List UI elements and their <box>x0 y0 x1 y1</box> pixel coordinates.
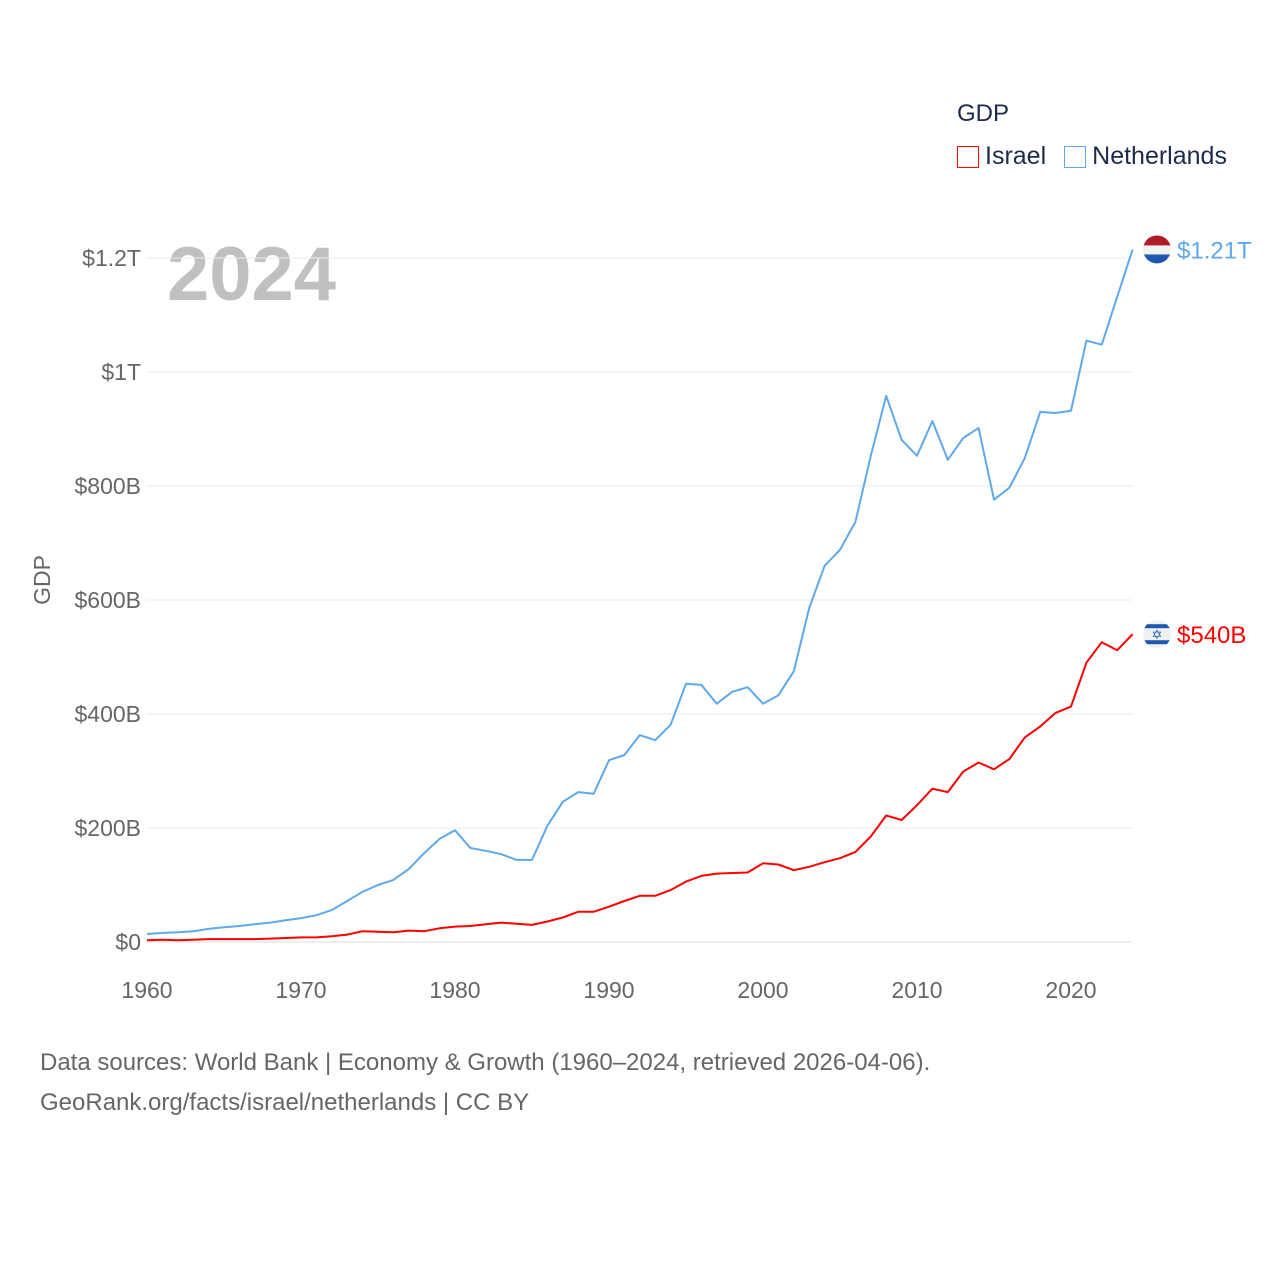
series-line-israel <box>146 633 1134 942</box>
legend-label: Israel <box>985 142 1047 170</box>
end-value-label: $1.21T <box>1177 237 1252 264</box>
y-tick-label: $800B <box>74 473 141 499</box>
source-link[interactable]: GeoRank.org/facts/israel/netherlands | C… <box>40 1089 530 1116</box>
y-tick-label: $1.2T <box>82 245 141 271</box>
x-tick-label: 1960 <box>121 977 172 1003</box>
legend-label: Netherlands <box>1092 142 1227 170</box>
netherlands-flag-icon <box>1143 235 1171 264</box>
x-tick-label: 1990 <box>583 977 634 1003</box>
legend-title: GDP <box>957 100 1010 127</box>
israel-flag-icon: ✡ <box>1143 620 1171 649</box>
legend-item-israel[interactable]: Israel <box>957 142 1046 171</box>
y-tick-label: $1T <box>101 359 141 385</box>
legend-item-netherlands[interactable]: Netherlands <box>1064 142 1227 171</box>
y-tick-label: $400B <box>74 701 141 727</box>
x-tick-label: 2020 <box>1045 977 1096 1003</box>
series-line-netherlands <box>146 249 1134 935</box>
israel-swatch <box>957 145 979 168</box>
y-tick-label: $0 <box>115 929 141 955</box>
netherlands-swatch <box>1064 145 1087 168</box>
legend: Israel Netherlands <box>957 142 1227 171</box>
y-tick-label: $200B <box>74 815 141 841</box>
x-tick-label: 2000 <box>737 977 788 1003</box>
y-tick-label: $600B <box>74 587 141 613</box>
source-note: Data sources: World Bank | Economy & Gro… <box>40 1043 930 1123</box>
x-tick-label: 2010 <box>891 977 942 1003</box>
x-tick-label: 1970 <box>275 977 326 1003</box>
end-value-label: $540B <box>1177 622 1246 649</box>
y-axis-label: GDP <box>29 555 55 605</box>
svg-text:✡: ✡ <box>1152 627 1163 642</box>
source-line: Data sources: World Bank | Economy & Gro… <box>40 1049 931 1076</box>
x-tick-label: 1980 <box>429 977 480 1003</box>
year-watermark: 2024 <box>167 232 336 317</box>
